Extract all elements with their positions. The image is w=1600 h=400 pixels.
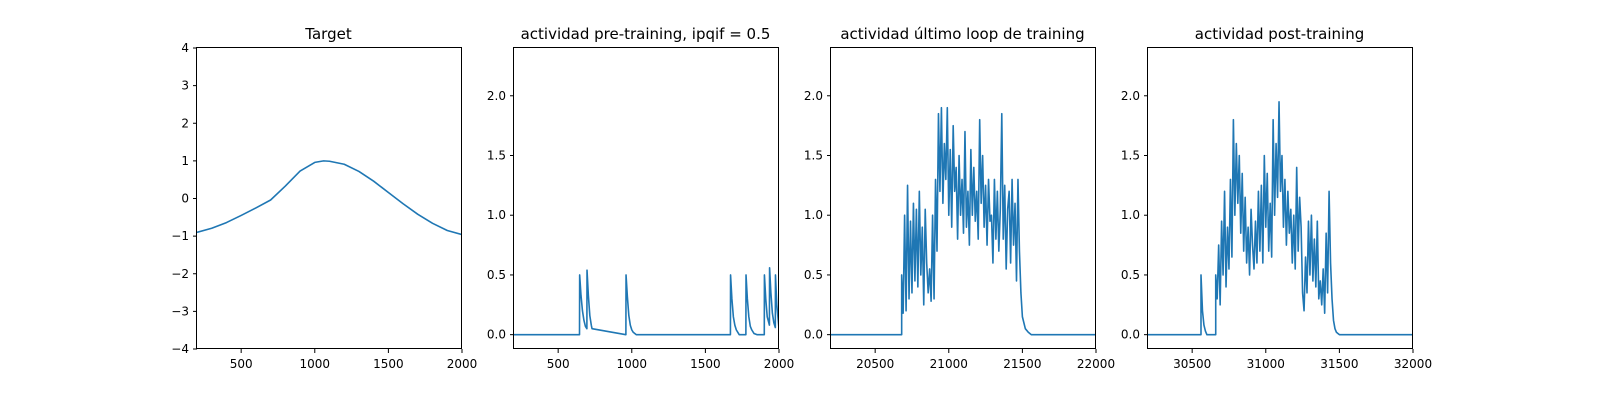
x-tick-label: 21000 xyxy=(930,357,968,371)
subplot-2: actividad pre-training, ipqif = 0.5 500 1… xyxy=(487,25,794,371)
y-tick-label: 2.0 xyxy=(804,89,823,103)
x-tick-label: 32000 xyxy=(1394,357,1432,371)
axes-frame xyxy=(830,47,1096,349)
y-tick-label: −4 xyxy=(171,342,189,356)
y-tick-label: 2.0 xyxy=(1121,89,1140,103)
y-tick-label: 2 xyxy=(181,116,189,130)
x-tick-label: 1500 xyxy=(373,357,404,371)
x-tick-label: 1000 xyxy=(300,357,331,371)
x-tick-label: 21500 xyxy=(1003,357,1041,371)
series-line xyxy=(197,160,462,236)
x-tick-label: 500 xyxy=(230,357,253,371)
x-tick-label: 31500 xyxy=(1320,357,1358,371)
x-tick-label: 30500 xyxy=(1173,357,1211,371)
y-tick-label: −3 xyxy=(171,304,189,318)
subplot-4: actividad post-training 30500 31000 31500 3… xyxy=(1121,25,1432,371)
y-tick-label: 0.0 xyxy=(1121,328,1140,342)
y-tick-label: −2 xyxy=(171,267,189,281)
y-tick-label: −1 xyxy=(171,229,189,243)
axes-frame xyxy=(513,47,779,349)
x-tick-label: 2000 xyxy=(764,357,795,371)
x-tick-label: 2000 xyxy=(447,357,478,371)
y-tick-label: 1.0 xyxy=(804,208,823,222)
y-tick-label: 1.0 xyxy=(487,208,506,222)
subplot-title: Target xyxy=(304,25,352,43)
x-tick-label: 1000 xyxy=(617,357,648,371)
y-tick-label: 1.0 xyxy=(1121,208,1140,222)
y-tick-label: 1.5 xyxy=(487,149,506,163)
series-line xyxy=(514,266,779,336)
series-line xyxy=(831,106,1096,336)
subplot-title: actividad pre-training, ipqif = 0.5 xyxy=(521,25,771,43)
y-tick-label: 0 xyxy=(181,192,189,206)
x-tick-label: 22000 xyxy=(1077,357,1115,371)
subplot-title: actividad último loop de training xyxy=(840,25,1084,43)
x-tick-label: 20500 xyxy=(856,357,894,371)
y-tick-label: 0.0 xyxy=(804,328,823,342)
x-tick-label: 31000 xyxy=(1247,357,1285,371)
y-tick-label: 1.5 xyxy=(804,149,823,163)
y-tick-label: 4 xyxy=(181,41,189,55)
subplot-3: actividad último loop de training 20500 2… xyxy=(804,25,1115,371)
x-tick-label: 1500 xyxy=(690,357,721,371)
y-tick-label: 1.5 xyxy=(1121,149,1140,163)
subplot-title: actividad post-training xyxy=(1195,25,1364,43)
subplot-1: Target 500 1000 1500 2000 −4 −3 −2 −1 0 1 2 3 4 xyxy=(171,25,477,371)
y-tick-label: 1 xyxy=(181,154,189,168)
y-tick-label: 0.0 xyxy=(487,328,506,342)
series-line xyxy=(1148,100,1413,336)
y-tick-label: 0.5 xyxy=(804,268,823,282)
y-tick-label: 0.5 xyxy=(487,268,506,282)
axes-frame xyxy=(1147,47,1413,349)
axes-frame xyxy=(196,47,462,349)
y-tick-label: 0.5 xyxy=(1121,268,1140,282)
y-tick-label: 2.0 xyxy=(487,89,506,103)
y-tick-label: 3 xyxy=(181,79,189,93)
x-tick-label: 500 xyxy=(547,357,570,371)
